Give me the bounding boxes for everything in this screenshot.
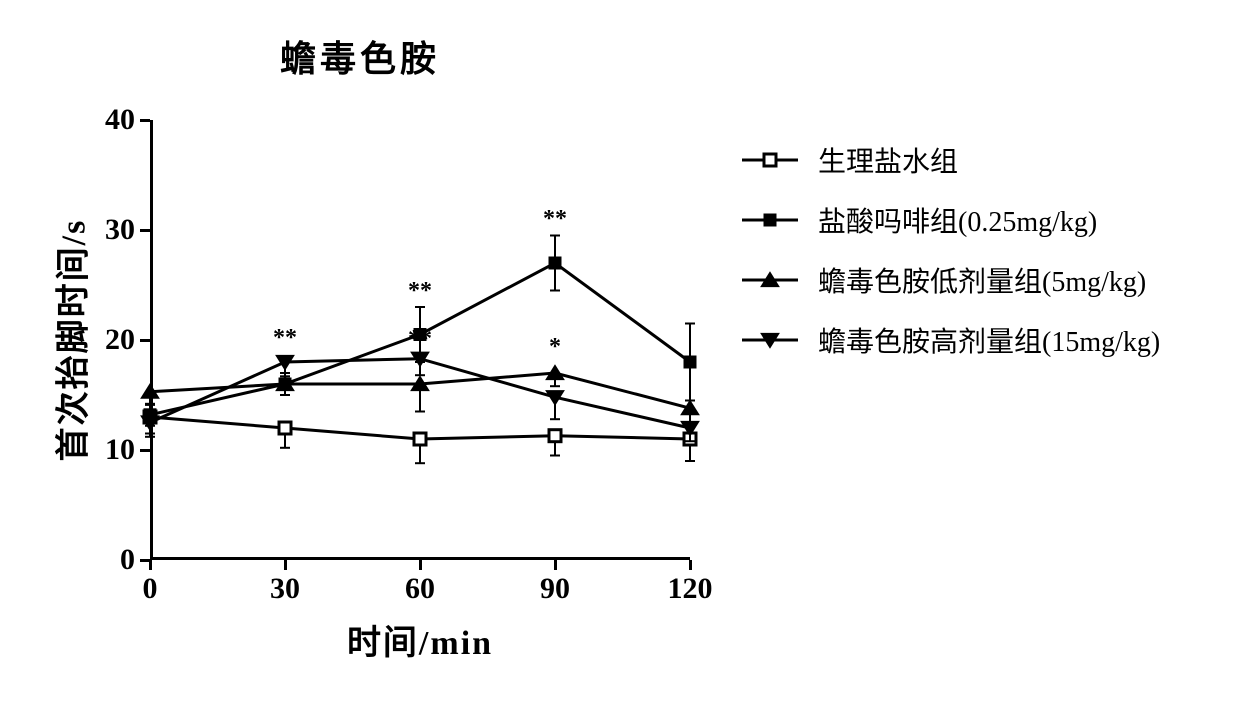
significance-marker: ** xyxy=(543,206,567,233)
legend-marker xyxy=(740,265,800,295)
legend-marker xyxy=(740,145,800,175)
significance-marker: ** xyxy=(408,326,432,353)
xtick-label: 0 xyxy=(143,572,158,606)
significance-marker: ** xyxy=(408,278,432,305)
figure-container: 蟾毒色胺 首次抬脚时间/s 时间/min 010203040 030609012… xyxy=(20,20,1240,698)
ytick-label: 0 xyxy=(75,543,135,577)
significance-marker: * xyxy=(549,334,561,361)
ytick-label: 10 xyxy=(75,433,135,467)
xtick-label: 30 xyxy=(270,572,300,606)
ytick-label: 30 xyxy=(75,213,135,247)
xtick xyxy=(149,560,152,570)
xtick xyxy=(284,560,287,570)
xtick-label: 60 xyxy=(405,572,435,606)
ytick xyxy=(140,229,150,232)
plot-area: 首次抬脚时间/s 时间/min 010203040 0306090120 ***… xyxy=(150,120,690,560)
ytick xyxy=(140,339,150,342)
ytick-label: 20 xyxy=(75,323,135,357)
ytick xyxy=(140,119,150,122)
xtick-label: 120 xyxy=(668,572,713,606)
legend-item: 蟾毒色胺低剂量组(5mg/kg) xyxy=(740,260,1160,300)
xtick xyxy=(554,560,557,570)
legend-marker xyxy=(740,205,800,235)
legend-label: 生理盐水组 xyxy=(818,140,958,180)
legend-marker xyxy=(740,325,800,355)
xtick xyxy=(689,560,692,570)
legend-item: 蟾毒色胺高剂量组(15mg/kg) xyxy=(740,320,1160,360)
legend: 生理盐水组盐酸吗啡组(0.25mg/kg) 蟾毒色胺低剂量组(5mg/kg) 蟾毒色… xyxy=(740,140,1160,380)
xtick-label: 90 xyxy=(540,572,570,606)
legend-label: 蟾毒色胺高剂量组(15mg/kg) xyxy=(818,320,1160,360)
x-axis-label: 时间/min xyxy=(347,615,493,664)
legend-item: 生理盐水组 xyxy=(740,140,1160,180)
ytick-label: 40 xyxy=(75,103,135,137)
legend-label: 蟾毒色胺低剂量组(5mg/kg) xyxy=(818,260,1146,300)
chart-title: 蟾毒色胺 xyxy=(280,30,440,82)
legend-label: 盐酸吗啡组(0.25mg/kg) xyxy=(818,200,1097,240)
significance-marker: ** xyxy=(273,325,297,352)
ytick xyxy=(140,449,150,452)
legend-item: 盐酸吗啡组(0.25mg/kg) xyxy=(740,200,1160,240)
xtick xyxy=(419,560,422,570)
